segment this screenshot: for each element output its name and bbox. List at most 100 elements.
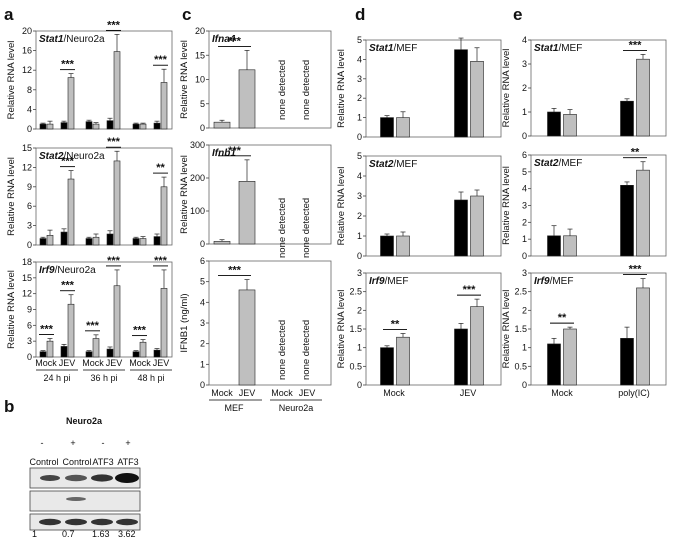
significance-label: *** bbox=[629, 264, 643, 276]
y-tick-label: 5 bbox=[200, 277, 205, 287]
bar bbox=[160, 82, 168, 130]
blot-lane-label: Control bbox=[29, 457, 58, 467]
bar bbox=[39, 123, 47, 130]
y-tick-label: 0 bbox=[200, 123, 205, 133]
y-tick-label: 0 bbox=[27, 124, 32, 134]
y-axis-label: IFNB1 (ng/ml) bbox=[179, 293, 190, 352]
time-label: 24 h pi bbox=[43, 373, 70, 383]
chart-title: Stat2/MEF bbox=[369, 159, 417, 170]
y-tick-label: 9 bbox=[27, 182, 32, 192]
bar bbox=[60, 231, 68, 246]
bar bbox=[396, 336, 410, 386]
significance-label: *** bbox=[86, 320, 100, 332]
blot-sign: - bbox=[102, 438, 105, 448]
blot-band bbox=[40, 475, 60, 481]
chart-title-suffix: /MEF bbox=[558, 158, 582, 169]
significance-label: *** bbox=[629, 39, 643, 51]
y-tick-label: 16 bbox=[22, 46, 32, 56]
y-tick-label: 2 bbox=[357, 211, 362, 221]
x-label: Mock bbox=[271, 388, 293, 398]
bar bbox=[85, 351, 93, 358]
significance-label: *** bbox=[154, 255, 168, 267]
bar bbox=[563, 114, 577, 137]
significance-label: *** bbox=[154, 54, 168, 66]
bar bbox=[454, 328, 468, 386]
blot-band bbox=[65, 518, 87, 526]
y-tick-label: 1 bbox=[357, 343, 362, 353]
bar bbox=[563, 235, 577, 257]
plot-frame bbox=[35, 147, 173, 246]
y-axis-label: Relative RNA level bbox=[179, 40, 190, 119]
bar bbox=[396, 235, 410, 257]
significance-label: *** bbox=[61, 156, 75, 168]
significance-label: *** bbox=[61, 280, 75, 292]
bar bbox=[153, 236, 161, 246]
y-tick-label: 0 bbox=[522, 131, 527, 141]
y-tick-label: 4 bbox=[27, 104, 32, 114]
y-tick-label: 1 bbox=[357, 231, 362, 241]
y-tick-label: 3 bbox=[27, 336, 32, 346]
y-tick-label: 8 bbox=[27, 85, 32, 95]
significance-label: *** bbox=[228, 145, 242, 157]
y-tick-label: 1.5 bbox=[514, 324, 527, 334]
bar bbox=[454, 49, 468, 138]
bar bbox=[380, 235, 394, 257]
y-axis-label: Relative RNA level bbox=[336, 167, 347, 246]
y-tick-label: 9 bbox=[27, 305, 32, 315]
bar bbox=[153, 349, 161, 358]
bar bbox=[106, 348, 114, 358]
bar bbox=[139, 238, 147, 246]
bar bbox=[213, 121, 231, 129]
none-detected-label: none detected bbox=[277, 198, 288, 258]
y-tick-label: 12 bbox=[22, 162, 32, 172]
y-tick-label: 0 bbox=[522, 380, 527, 390]
blot-strip-2 bbox=[29, 490, 141, 512]
none-detected-label: none detected bbox=[277, 320, 288, 380]
blot-band bbox=[66, 497, 86, 501]
time-label: 36 h pi bbox=[90, 373, 117, 383]
bar bbox=[380, 347, 394, 386]
y-tick-label: 20 bbox=[195, 26, 205, 36]
chart-title-suffix: /Neuro2a bbox=[55, 265, 97, 276]
significance-label: *** bbox=[40, 324, 54, 336]
bar bbox=[238, 181, 256, 245]
blot-sign: + bbox=[70, 438, 75, 448]
bar bbox=[92, 236, 100, 246]
bar bbox=[454, 199, 468, 257]
x-label: poly(IC) bbox=[618, 388, 650, 398]
chart-stat2-mef-polyic: 0 1 2 3 4 5 6 Relative RNA level Stat2/MEF ** bbox=[501, 147, 667, 261]
chart-stat1-mef-jev: 0 1 2 3 4 5 Relative RNA level Stat1/MEF bbox=[336, 35, 502, 142]
blot-lane-label: ATF3 bbox=[117, 457, 138, 467]
y-tick-label: 2 bbox=[522, 83, 527, 93]
blot-band bbox=[91, 474, 113, 482]
chart-title: Irf9/MEF bbox=[369, 276, 408, 287]
bar bbox=[39, 351, 47, 358]
bar bbox=[60, 122, 68, 130]
y-tick-label: 15 bbox=[22, 273, 32, 283]
y-tick-label: 2 bbox=[522, 217, 527, 227]
bar bbox=[46, 340, 54, 358]
y-tick-label: 6 bbox=[27, 201, 32, 211]
x-label: JEV bbox=[59, 358, 76, 368]
y-tick-label: 4 bbox=[522, 35, 527, 45]
significance-label: *** bbox=[133, 325, 147, 337]
bar bbox=[547, 343, 561, 386]
significance-label: ** bbox=[558, 312, 567, 324]
bar bbox=[46, 235, 54, 246]
chart-title-suffix: /MEF bbox=[558, 43, 582, 54]
none-detected-label: none detected bbox=[277, 60, 288, 120]
bar bbox=[132, 123, 140, 130]
bar bbox=[67, 77, 75, 130]
y-tick-label: 2 bbox=[200, 339, 205, 349]
x-label: JEV bbox=[460, 388, 477, 398]
y-tick-label: 2.5 bbox=[349, 287, 362, 297]
y-tick-label: 3 bbox=[357, 268, 362, 278]
chart-title-suffix: /Neuro2a bbox=[63, 151, 105, 162]
blot-quant: 1 bbox=[32, 529, 37, 538]
y-axis-label: Relative RNA level bbox=[6, 157, 17, 236]
y-tick-label: 0.5 bbox=[349, 361, 362, 371]
x-label: JEV bbox=[239, 388, 256, 398]
panel-letter-b: b bbox=[4, 397, 14, 416]
blot-lane-label: ATF3 bbox=[92, 457, 113, 467]
y-tick-label: 5 bbox=[357, 35, 362, 45]
